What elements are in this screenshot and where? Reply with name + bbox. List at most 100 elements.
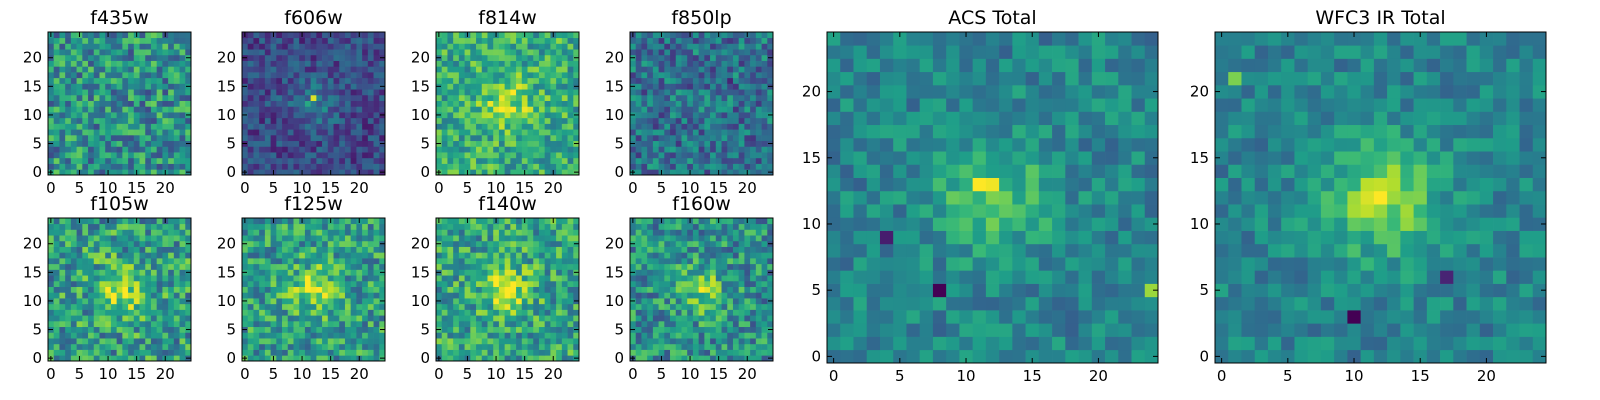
heatmap-cell xyxy=(253,89,260,96)
heatmap-cell xyxy=(270,263,277,270)
heatmap-cell xyxy=(698,163,705,170)
heatmap-cell xyxy=(293,66,300,73)
heatmap-cell xyxy=(93,146,100,153)
heatmap-cell xyxy=(498,66,505,73)
heatmap-cell xyxy=(573,72,580,79)
heatmap-cell xyxy=(544,240,551,247)
heatmap-cell xyxy=(436,246,443,253)
heatmap-cell xyxy=(732,146,740,153)
heatmap-cell xyxy=(350,338,357,345)
heatmap-cell xyxy=(727,83,734,90)
heatmap-cell xyxy=(373,134,380,142)
heatmap-cell xyxy=(516,123,523,130)
heatmap-cell xyxy=(344,258,352,265)
heatmap-cell xyxy=(447,37,454,44)
heatmap-cell xyxy=(367,263,374,270)
heatmap-cell xyxy=(727,146,734,153)
heatmap-cell xyxy=(310,83,317,90)
heatmap-cell xyxy=(533,269,540,276)
heatmap-cell xyxy=(538,66,546,73)
heatmap-cell xyxy=(333,60,340,67)
heatmap-cell xyxy=(687,106,694,113)
heatmap-cell xyxy=(322,146,329,153)
heatmap-cell xyxy=(710,355,717,362)
heatmap-cell xyxy=(647,83,654,90)
heatmap-cell xyxy=(162,332,169,339)
heatmap-cell xyxy=(767,100,774,107)
heatmap-cell xyxy=(550,246,557,253)
heatmap-cell xyxy=(767,32,774,39)
heatmap-cell xyxy=(458,338,465,345)
heatmap-cell xyxy=(715,43,722,50)
heatmap-cell xyxy=(133,292,140,299)
heatmap-cell xyxy=(105,280,112,287)
heatmap-cell xyxy=(76,326,83,333)
heatmap-cell xyxy=(681,112,688,119)
heatmap-cell xyxy=(362,280,369,287)
heatmap-cell xyxy=(356,332,363,339)
heatmap-cell xyxy=(145,123,152,130)
heatmap-cell xyxy=(556,106,563,113)
heatmap-cell xyxy=(453,320,460,328)
heatmap-cell xyxy=(652,326,659,333)
heatmap-cell xyxy=(168,355,175,362)
heatmap-cell xyxy=(453,326,460,333)
heatmap-cell xyxy=(310,157,317,164)
heatmap-cell xyxy=(139,134,146,142)
heatmap-cell xyxy=(761,49,768,56)
heatmap-cell xyxy=(556,292,563,299)
heatmap-cell xyxy=(270,152,277,159)
heatmap-cell xyxy=(493,229,500,236)
heatmap-cell xyxy=(350,32,357,39)
heatmap-cell xyxy=(533,309,540,316)
heatmap-cell xyxy=(270,338,277,345)
heatmap-cell xyxy=(76,252,83,259)
heatmap-cell xyxy=(521,286,528,293)
heatmap-cell xyxy=(310,49,317,56)
heatmap-cell xyxy=(179,349,186,356)
heatmap-cell xyxy=(373,258,380,265)
heatmap-cell xyxy=(464,140,471,147)
heatmap-cell xyxy=(150,349,158,356)
heatmap-cell xyxy=(344,123,352,130)
heatmap-cell xyxy=(652,163,659,170)
heatmap-cell xyxy=(70,157,77,164)
heatmap-cell xyxy=(48,77,55,84)
heatmap-cell xyxy=(122,163,129,170)
heatmap-cell xyxy=(373,303,380,310)
heatmap-cell xyxy=(458,169,465,176)
heatmap-cell xyxy=(698,94,705,101)
heatmap-cell xyxy=(635,140,642,147)
heatmap-cell xyxy=(276,106,283,113)
heatmap-cell xyxy=(88,49,95,56)
heatmap-cell xyxy=(116,286,123,293)
heatmap-cell xyxy=(333,106,340,113)
heatmap-cell xyxy=(527,37,534,44)
heatmap-cell xyxy=(481,157,488,164)
heatmap-cell xyxy=(156,315,163,322)
heatmap-cell xyxy=(133,77,140,84)
heatmap-cell xyxy=(116,326,123,333)
heatmap-cell xyxy=(316,100,323,107)
heatmap-cell xyxy=(276,123,283,130)
heatmap-cell xyxy=(322,94,329,101)
heatmap-cell xyxy=(493,275,500,282)
heatmap-cell xyxy=(179,49,186,56)
heatmap-cell xyxy=(48,280,55,287)
heatmap-cell xyxy=(168,315,175,322)
heatmap-cell xyxy=(367,140,374,147)
heatmap-cell xyxy=(727,129,734,136)
heatmap-cell xyxy=(350,72,357,79)
heatmap-cell xyxy=(498,320,505,328)
heatmap-cell xyxy=(698,54,705,61)
heatmap-cell xyxy=(350,83,357,90)
heatmap-cell xyxy=(630,157,637,164)
heatmap-cell xyxy=(464,229,471,236)
heatmap-cell xyxy=(464,152,471,159)
heatmap-cell xyxy=(247,252,254,259)
heatmap-cell xyxy=(270,49,277,56)
heatmap-cell xyxy=(287,60,294,67)
heatmap-cell xyxy=(453,146,460,153)
heatmap-cell xyxy=(110,252,117,259)
heatmap-cell xyxy=(670,89,677,96)
